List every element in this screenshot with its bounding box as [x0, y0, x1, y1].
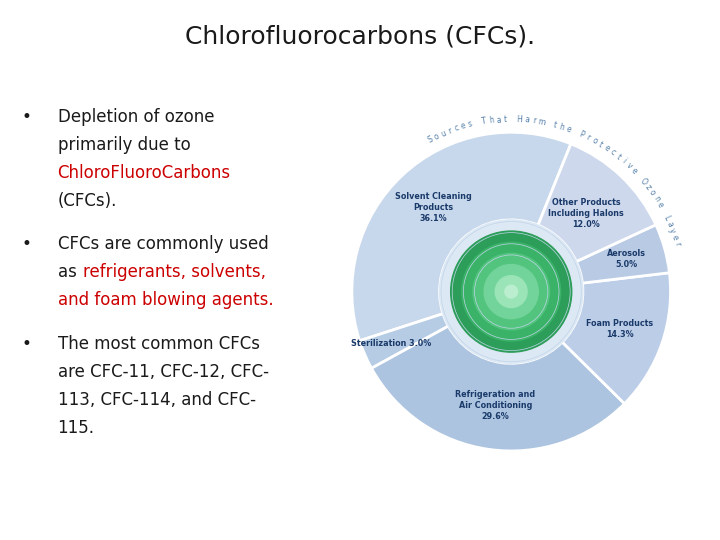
Text: r: r: [531, 116, 536, 126]
Wedge shape: [372, 326, 624, 451]
Text: z: z: [643, 183, 653, 192]
Text: Aerosols
5.0%: Aerosols 5.0%: [607, 249, 646, 269]
Text: t: t: [597, 140, 604, 149]
Text: •: •: [22, 335, 32, 353]
Text: a: a: [665, 220, 675, 228]
Text: and foam blowing agents.: and foam blowing agents.: [58, 291, 273, 309]
Text: t: t: [552, 120, 557, 130]
Text: primarily due to: primarily due to: [58, 136, 190, 154]
Circle shape: [495, 275, 527, 308]
Text: e: e: [654, 201, 665, 209]
Text: r: r: [672, 241, 681, 247]
Text: H: H: [517, 115, 523, 124]
Text: c: c: [453, 124, 460, 133]
Text: y: y: [667, 227, 677, 234]
Wedge shape: [576, 225, 670, 283]
Text: t: t: [504, 115, 507, 124]
Text: Sterilization 3.0%: Sterilization 3.0%: [351, 339, 431, 348]
Text: Foam Products
14.3%: Foam Products 14.3%: [586, 319, 653, 339]
Text: e: e: [460, 122, 467, 131]
Text: a: a: [524, 116, 530, 125]
Text: o: o: [590, 136, 598, 146]
Text: The most common CFCs: The most common CFCs: [58, 335, 260, 353]
Text: i: i: [620, 157, 627, 165]
Text: o: o: [647, 188, 657, 198]
Circle shape: [462, 242, 561, 341]
Text: u: u: [439, 129, 447, 139]
Circle shape: [451, 231, 572, 352]
Text: v: v: [624, 161, 634, 171]
Text: are CFC-11, CFC-12, CFC-: are CFC-11, CFC-12, CFC-: [58, 363, 269, 381]
Text: s: s: [467, 119, 473, 129]
Text: a: a: [495, 116, 501, 125]
Wedge shape: [562, 273, 670, 403]
Wedge shape: [352, 132, 571, 341]
Text: c: c: [608, 147, 617, 157]
Text: 113, CFC-114, and CFC-: 113, CFC-114, and CFC-: [58, 391, 256, 409]
Circle shape: [473, 253, 549, 330]
Text: Depletion of ozone: Depletion of ozone: [58, 108, 214, 126]
Text: e: e: [670, 234, 680, 241]
Wedge shape: [538, 144, 656, 261]
Text: h: h: [488, 116, 494, 125]
Text: Refrigeration and
Air Conditioning
29.6%: Refrigeration and Air Conditioning 29.6%: [455, 390, 536, 421]
Text: h: h: [558, 122, 565, 132]
Text: t: t: [614, 152, 622, 161]
Text: ChloroFluoroCarbons: ChloroFluoroCarbons: [58, 164, 230, 182]
Circle shape: [484, 265, 539, 319]
Text: e: e: [564, 124, 572, 134]
Text: •: •: [22, 235, 32, 253]
Text: CFCs are commonly used: CFCs are commonly used: [58, 235, 269, 253]
Text: m: m: [536, 117, 545, 127]
Text: L: L: [662, 214, 672, 221]
Text: S: S: [426, 134, 435, 145]
Circle shape: [439, 220, 583, 363]
Text: r: r: [585, 133, 592, 143]
Text: r: r: [446, 126, 453, 136]
Text: o: o: [433, 131, 441, 141]
Text: Other Products
Including Halons
12.0%: Other Products Including Halons 12.0%: [548, 198, 624, 229]
Text: 115.: 115.: [58, 419, 94, 437]
Text: e: e: [602, 143, 611, 153]
Circle shape: [505, 285, 518, 298]
Text: refrigerants, solvents,: refrigerants, solvents,: [83, 263, 266, 281]
Text: •: •: [22, 108, 32, 126]
Text: Chlorofluorocarbons (CFCs).: Chlorofluorocarbons (CFCs).: [185, 24, 535, 48]
Text: T: T: [481, 117, 487, 126]
Text: as: as: [58, 263, 82, 281]
Text: e: e: [629, 166, 639, 176]
Text: (CFCs).: (CFCs).: [58, 192, 117, 210]
Wedge shape: [359, 314, 449, 368]
Text: P: P: [577, 130, 585, 140]
Text: O: O: [638, 177, 649, 187]
Text: n: n: [651, 194, 661, 204]
Text: Solvent Cleaning
Products
36.1%: Solvent Cleaning Products 36.1%: [395, 192, 472, 223]
